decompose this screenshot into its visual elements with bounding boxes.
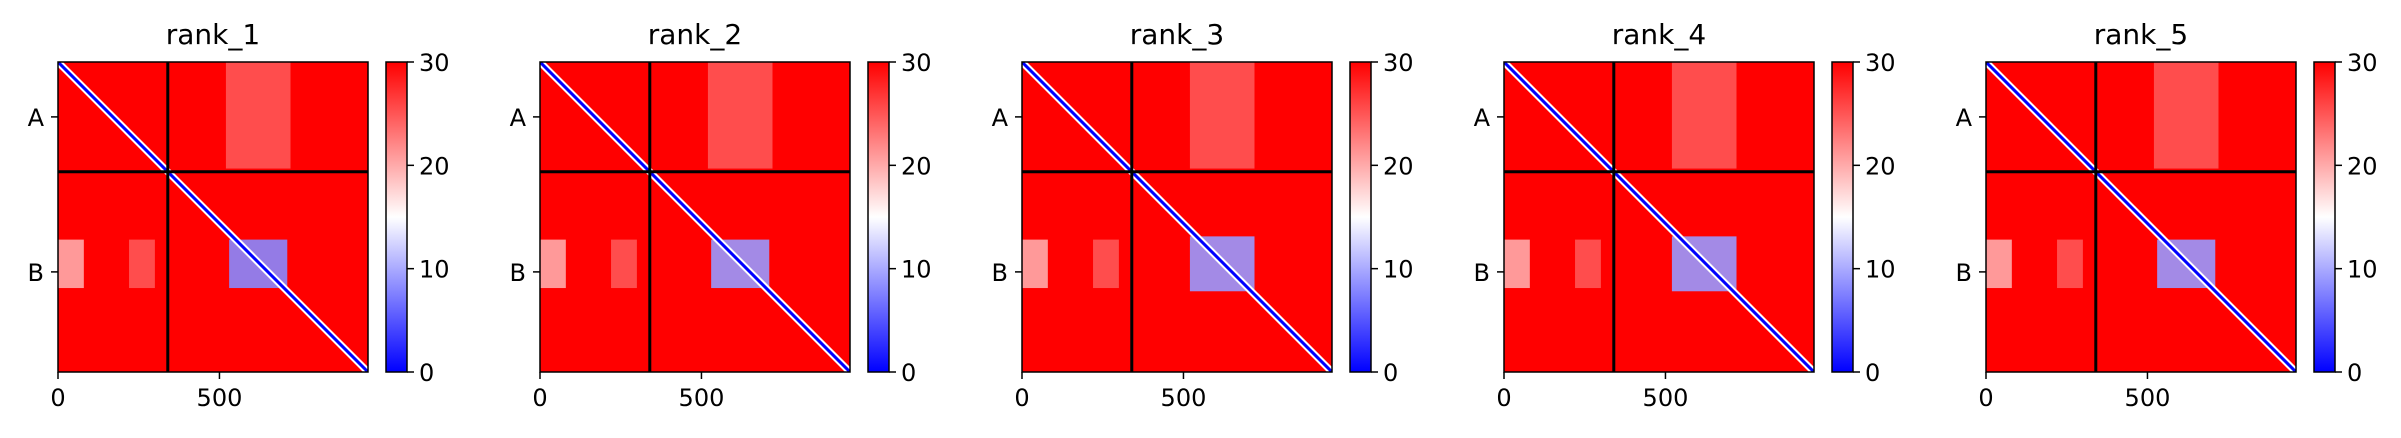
colorbar [1831,61,1854,373]
colorbar-tick-label: 20 [901,152,932,180]
diagonal-line [1504,62,1814,372]
heatmap-area [1022,62,1332,372]
heatmap-frame [57,61,369,373]
pae-panel: rank_1 0 500 A B 0 10 20 30 [28,18,450,412]
colorbar-tick-label: 10 [1865,256,1896,284]
pae-panel: rank_4 0 500 A B 0 10 20 30 [1474,18,1896,412]
x-tick-label: 500 [679,384,725,412]
heatmap-block [707,62,773,169]
y-tick-label: B [28,259,44,287]
heatmap-frame [539,61,851,373]
x-tick-label: 500 [197,384,243,412]
colorbar-tick-label: 30 [2347,49,2378,77]
diagonal-line [540,62,850,372]
x-tick-label: 0 [1014,384,1029,412]
colorbar-tick-label: 20 [2347,152,2378,180]
heatmap-block [1575,239,1601,289]
y-tick-label: A [28,104,45,132]
colorbar-tick-label: 20 [419,152,450,180]
diagonal-line [1022,62,1332,372]
colorbar-tick-label: 20 [1865,152,1896,180]
heatmap-frame [1021,61,1333,373]
heatmap-block [225,62,291,169]
heatmap-block [58,239,84,289]
colorbar [385,61,408,373]
heatmap-frame [1503,61,1815,373]
heatmap-block [2057,239,2083,289]
heatmap-block [1504,239,1530,289]
y-tick-label: B [510,259,526,287]
colorbar-tick-label: 20 [1383,152,1414,180]
y-tick-label: B [1956,259,1972,287]
colorbar-tick-label: 0 [901,359,916,387]
heatmap-block [1986,239,2012,289]
heatmap-area [1986,62,2296,372]
pae-panel: rank_2 0 500 A B 0 10 20 30 [510,18,932,412]
diagonal-line [1986,62,2296,372]
panel-title: rank_5 [2094,18,2188,51]
heatmap-block [1671,62,1737,169]
colorbar [1349,61,1372,373]
colorbar-tick-label: 0 [2347,359,2362,387]
x-tick-label: 0 [1978,384,1993,412]
panel-title: rank_1 [166,18,260,51]
heatmap-area [1504,62,1814,372]
colorbar-tick-label: 10 [419,256,450,284]
y-tick-label: A [1474,104,1491,132]
heatmap-block [129,239,155,289]
pae-panel: rank_3 0 500 A B 0 10 20 30 [992,18,1414,412]
heatmap-area [58,62,368,372]
x-tick-label: 500 [2125,384,2171,412]
colorbar-tick-label: 30 [901,49,932,77]
panel-title: rank_3 [1130,18,1224,51]
heatmap-block [540,239,566,289]
panel-title: rank_2 [648,18,742,51]
heatmap-block [1022,239,1048,289]
colorbar-tick-label: 10 [2347,256,2378,284]
x-tick-label: 500 [1643,384,1689,412]
colorbar-tick-label: 10 [1383,256,1414,284]
y-tick-label: A [1956,104,1973,132]
y-tick-label: A [510,104,527,132]
y-tick-label: B [1474,259,1490,287]
heatmap-block [2153,62,2219,169]
colorbar-tick-label: 30 [1865,49,1896,77]
x-tick-label: 0 [532,384,547,412]
pae-panel: rank_5 0 500 A B 0 10 20 30 [1956,18,2378,412]
x-tick-label: 0 [1496,384,1511,412]
heatmap-block [1093,239,1119,289]
colorbar [2313,61,2336,373]
heatmap-frame [1985,61,2297,373]
colorbar-tick-label: 30 [419,49,450,77]
x-tick-label: 0 [50,384,65,412]
heatmap-area [540,62,850,372]
y-tick-label: A [992,104,1009,132]
colorbar-tick-label: 10 [901,256,932,284]
colorbar-tick-label: 0 [1865,359,1880,387]
y-tick-label: B [992,259,1008,287]
heatmap-block [1189,62,1255,169]
colorbar-tick-label: 0 [419,359,434,387]
heatmap-block [611,239,637,289]
colorbar-tick-label: 30 [1383,49,1414,77]
panel-title: rank_4 [1612,18,1706,51]
diagonal-line [58,62,368,372]
x-tick-label: 500 [1161,384,1207,412]
colorbar-tick-label: 0 [1383,359,1398,387]
colorbar [867,61,890,373]
